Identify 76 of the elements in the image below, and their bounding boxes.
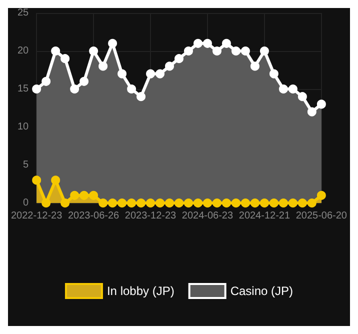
point	[240, 198, 250, 208]
y-tick-label: 15	[17, 84, 30, 94]
point	[222, 198, 231, 208]
point	[89, 46, 98, 56]
point	[212, 46, 222, 56]
point	[127, 84, 136, 94]
y-tick-label: 0	[23, 198, 30, 208]
point	[136, 198, 146, 208]
point	[146, 69, 156, 78]
x-tick-label: 2022-12-23	[11, 210, 63, 222]
point	[156, 198, 165, 208]
point	[32, 84, 42, 94]
point	[212, 198, 222, 208]
point	[240, 46, 250, 56]
point	[316, 100, 326, 109]
point	[288, 198, 298, 208]
point	[118, 198, 127, 208]
point	[80, 190, 89, 200]
y-tick-label: 10	[17, 122, 30, 132]
y-tick-label: 20	[17, 46, 30, 56]
point	[165, 62, 174, 71]
point	[32, 176, 42, 185]
point	[98, 198, 108, 208]
point	[194, 38, 202, 48]
point	[174, 198, 184, 208]
point	[165, 198, 174, 208]
point	[298, 92, 307, 102]
point	[298, 198, 307, 208]
point	[202, 38, 212, 48]
x-tick-label: 2023-12-23	[124, 210, 177, 222]
point	[260, 46, 269, 56]
point	[89, 190, 98, 200]
point	[42, 198, 51, 208]
point	[231, 198, 240, 208]
legend-label: In lobby (JP)	[106, 284, 174, 298]
point	[136, 92, 146, 102]
x-tick-label: 2023-06-26	[68, 210, 120, 222]
y-tick-label: 5	[23, 160, 30, 170]
point	[42, 76, 51, 86]
x-tick-label: 2025-06-20	[296, 210, 348, 222]
x-tick-label: 2024-06-23	[182, 210, 234, 222]
point	[60, 54, 70, 64]
x-tick-label: 2024-12-21	[238, 210, 290, 222]
point	[222, 38, 231, 48]
point	[250, 62, 260, 71]
point	[231, 46, 240, 56]
point	[250, 198, 260, 208]
point	[70, 190, 80, 200]
point	[51, 176, 60, 185]
point	[307, 107, 316, 116]
point	[70, 84, 80, 94]
point	[194, 198, 202, 208]
y-tick-label: 25	[17, 8, 30, 18]
point	[60, 198, 70, 208]
point	[307, 198, 316, 208]
point	[98, 62, 108, 71]
point	[260, 198, 269, 208]
point	[127, 198, 136, 208]
point	[108, 198, 118, 208]
point	[118, 69, 127, 78]
point	[269, 69, 278, 78]
point	[278, 84, 288, 94]
point	[108, 38, 118, 48]
point	[278, 198, 288, 208]
point	[269, 198, 278, 208]
point	[184, 198, 193, 208]
point	[146, 198, 156, 208]
point	[80, 76, 89, 86]
point	[288, 84, 298, 94]
point	[156, 69, 165, 78]
point	[184, 46, 193, 56]
point	[51, 46, 60, 56]
legend-label: Casino (JP)	[230, 284, 294, 298]
point	[316, 190, 326, 200]
point	[202, 198, 212, 208]
point	[174, 54, 184, 64]
